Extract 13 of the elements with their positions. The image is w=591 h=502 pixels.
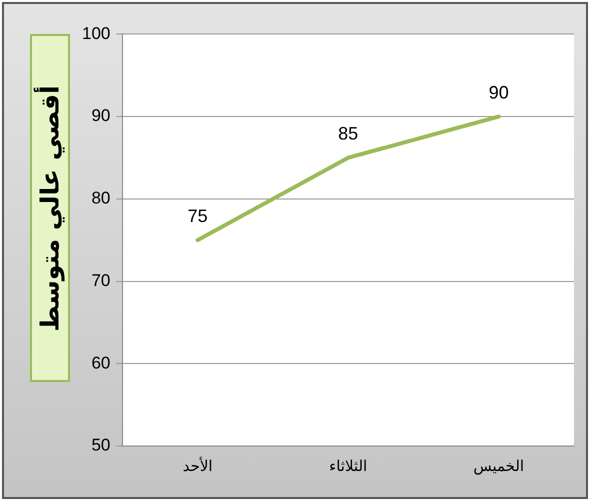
y-tick-label: 70 — [91, 270, 110, 290]
x-tick-label: الأحد — [182, 456, 213, 475]
x-tick-label: الخميس — [473, 456, 524, 475]
y-tick-label: 80 — [91, 188, 110, 208]
data-label: 90 — [488, 82, 509, 103]
data-label: 85 — [338, 124, 358, 144]
x-tick-label: الثلاثاء — [329, 456, 368, 475]
y-tick-label: 90 — [91, 106, 110, 126]
y-axis-title: أقصي عالي متوسط — [36, 84, 65, 332]
data-label: 75 — [188, 206, 208, 226]
y-tick-label: 100 — [82, 24, 110, 43]
y-tick-label: 60 — [91, 353, 110, 372]
y-tick-label: 50 — [91, 436, 110, 455]
